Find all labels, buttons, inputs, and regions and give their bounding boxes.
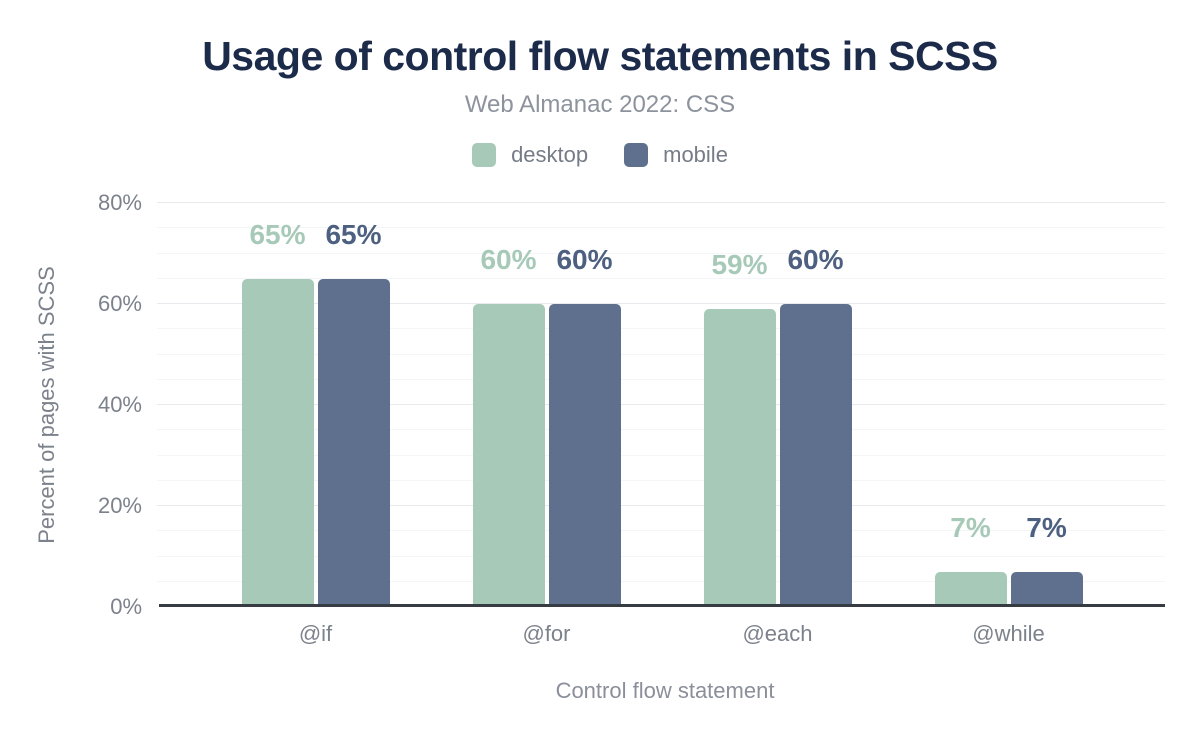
mobile-value-label-each: 60%: [787, 244, 844, 275]
mobile-bar-column-for: 60%: [548, 203, 621, 607]
mobile-bar-if: [317, 278, 390, 607]
desktop-swatch-icon: [472, 143, 497, 167]
chart-subtitle: Web Almanac 2022: CSS: [464, 91, 736, 118]
mobile-bar-column-each: 60%: [779, 203, 852, 607]
gridline-10: [157, 555, 1165, 557]
gridline-25: [157, 479, 1165, 481]
bar-group-each: 59% 60%: [662, 203, 893, 607]
x-tick-labels: @if @for @each @while: [200, 621, 1124, 647]
gridline-35: [157, 429, 1165, 431]
gridline-50: [157, 353, 1165, 355]
desktop-bar-for: [472, 304, 545, 607]
y-tick-label-40: 40%: [97, 392, 142, 417]
gridline-70: [157, 252, 1165, 254]
chart-title: Usage of control flow statements in SCSS: [202, 33, 998, 79]
bar-group-for: 60% 60%: [431, 203, 662, 607]
desktop-value-label-each: 59%: [711, 249, 768, 281]
mobile-bar-while: [1010, 571, 1083, 607]
desktop-value-label-for: 60%: [480, 244, 537, 275]
mobile-bar-each: [779, 304, 852, 607]
desktop-value-label-while: 7%: [950, 511, 991, 543]
mobile-bar-column-while: 7%: [1010, 203, 1083, 607]
gridline-55: [157, 328, 1165, 330]
mobile-value-label-for: 60%: [556, 244, 613, 275]
mobile-value-label-if: 65%: [325, 218, 382, 250]
gridline-15: [157, 530, 1165, 532]
gridline-80: [157, 202, 1165, 203]
desktop-bar-column-if: 65%: [241, 203, 314, 607]
desktop-value-label-if: 65%: [249, 218, 306, 250]
mobile-value-label-while: 7%: [1026, 511, 1067, 543]
x-tick-label-if: @if: [298, 621, 333, 646]
desktop-bar-column-while: 7%: [934, 203, 1007, 607]
gridline-20: [157, 505, 1165, 506]
desktop-bar-column-for: 60%: [472, 203, 545, 607]
gridline-30: [157, 454, 1165, 456]
y-tick-label-60: 60%: [97, 291, 142, 316]
gridline-5: [157, 580, 1165, 582]
y-tick-label-0: 0%: [110, 594, 142, 619]
mobile-bar-for: [548, 304, 621, 607]
bar-group-while: 7% 7%: [893, 203, 1124, 607]
bar-group-if: 65% 65%: [200, 203, 431, 607]
desktop-bar-each: [703, 309, 776, 607]
x-tick-label-while: @while: [972, 621, 1045, 646]
gridline-60: [157, 303, 1165, 304]
bar-groups: 65% 65% 60% 60% 59% 60% 7% 7%: [200, 203, 1124, 607]
x-tick-label-for: @for: [522, 621, 571, 646]
desktop-bar-while: [934, 571, 1007, 607]
mobile-swatch-icon: [624, 143, 649, 167]
x-tick-label-each: @each: [742, 621, 813, 646]
desktop-bar-column-each: 59%: [703, 203, 776, 607]
gridline-75: [157, 227, 1165, 229]
legend-item-mobile: mobile: [624, 142, 728, 168]
plot-area: 65% 65% 60% 60% 59% 60% 7% 7%: [157, 202, 1165, 607]
y-tick-label-80: 80%: [97, 190, 142, 215]
x-axis-title: Control flow statement: [555, 678, 775, 703]
gridline-40: [157, 404, 1165, 405]
desktop-bar-if: [241, 278, 314, 607]
legend-item-desktop: desktop: [472, 142, 588, 168]
legend-label-mobile: mobile: [663, 142, 728, 167]
mobile-bar-column-if: 65%: [317, 203, 390, 607]
legend: desktop mobile: [0, 142, 1200, 168]
y-tick-labels: 0% 20% 40% 60% 80%: [0, 190, 150, 619]
gridline-65: [157, 277, 1165, 279]
x-axis-line: [159, 604, 1165, 607]
gridline-45: [157, 378, 1165, 380]
y-tick-label-20: 20%: [97, 493, 142, 518]
legend-label-desktop: desktop: [511, 142, 589, 167]
